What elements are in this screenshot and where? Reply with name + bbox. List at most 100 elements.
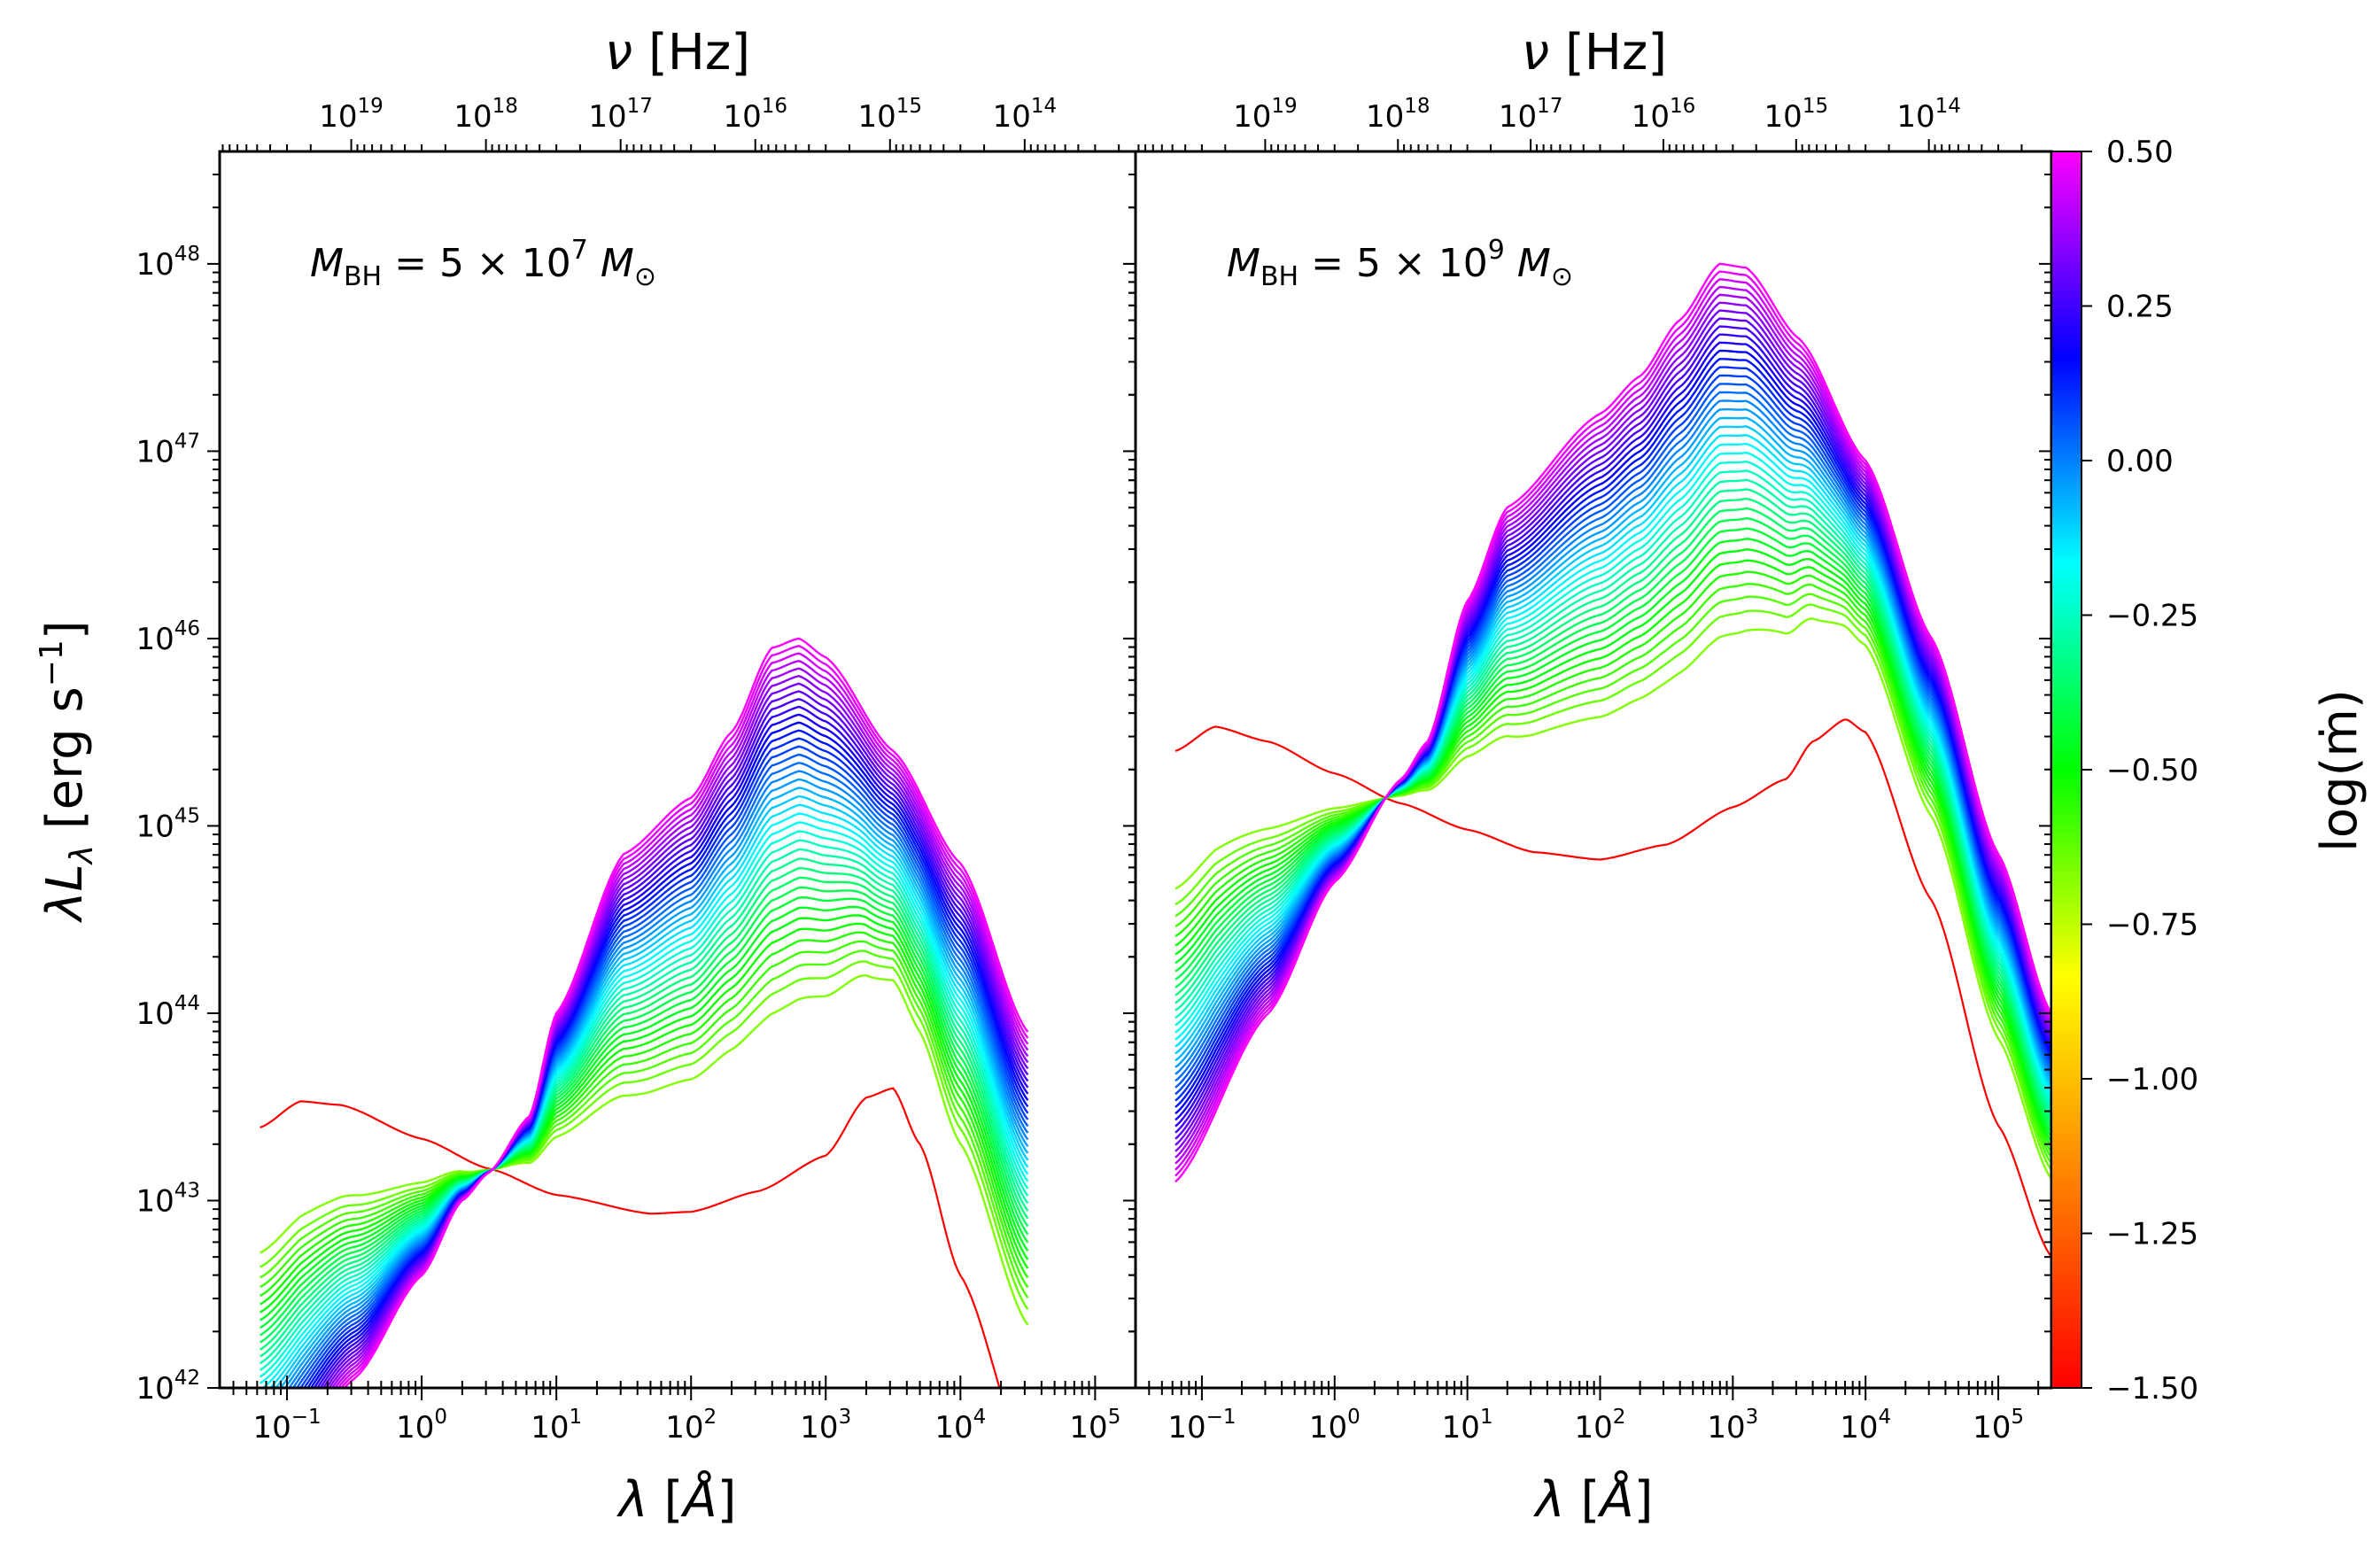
sed-curve — [274, 794, 1029, 1388]
sed-curve — [1174, 718, 2051, 1258]
y-tick-label: 1045 — [136, 804, 200, 844]
right-axis-ticks: 10−1 100 101 102 103 104 105 1019 1018 1017 1016 10… — [1123, 95, 2051, 1445]
sed-curve — [268, 803, 1029, 1388]
colorbar-tick-label: 0.25 — [2106, 290, 2174, 325]
x-tick-label: 101 — [1442, 1406, 1493, 1445]
x-tick-label: 103 — [1707, 1406, 1758, 1445]
sed-curve — [315, 705, 1029, 1388]
sed-curve — [259, 896, 1029, 1329]
colorbar-tick-label: −1.00 — [2106, 1062, 2198, 1097]
sed-curve — [259, 867, 1029, 1351]
left-axis-ticks: 10−1 100 101 102 103 104 105 1019 1018 1017 1016 10… — [136, 95, 1136, 1445]
sed-curve — [259, 905, 1029, 1321]
sed-curve — [1174, 383, 2051, 1089]
sed-curve — [1174, 548, 2051, 1143]
top-tick-label: 1016 — [723, 95, 787, 135]
colorbar-tick-label: −1.50 — [2106, 1371, 2198, 1407]
sed-curve — [1174, 358, 2051, 1108]
sed-curve — [260, 1087, 1001, 1388]
top-tick-label: 1014 — [1896, 95, 1961, 135]
colorbar-tick-label: −0.50 — [2106, 753, 2198, 788]
sed-curve — [330, 667, 1029, 1388]
sed-curve — [324, 682, 1029, 1388]
x-tick-label: 100 — [1309, 1406, 1361, 1445]
sed-curve — [333, 659, 1029, 1388]
colorbar-label: log(ṁ) — [2311, 689, 2368, 852]
top-tick-label: 1016 — [1632, 95, 1696, 135]
top-tick-label: 1018 — [1366, 95, 1430, 135]
sed-curve — [260, 949, 1029, 1298]
right-x-axis-label: λ [Å] — [1533, 1470, 1654, 1529]
colorbar-tick-label: −0.75 — [2106, 908, 2198, 943]
sed-curve — [260, 973, 1029, 1326]
right-panel: 10−1 100 101 102 103 104 105 1019 1018 1017 1016 10… — [1123, 95, 2053, 1445]
y-tick-label: 1046 — [136, 617, 200, 657]
left-top-axis-label: ν [Hz] — [605, 24, 750, 81]
sed-curve — [1174, 262, 2051, 1183]
colorbar-tick-label: 0.50 — [2106, 135, 2174, 170]
right-top-axis-label: ν [Hz] — [1522, 24, 1667, 81]
sed-curve — [1174, 407, 2051, 1079]
sed-curve — [1174, 582, 2051, 1159]
colorbar-gradient — [2051, 151, 2082, 1389]
sed-curve — [328, 675, 1029, 1388]
top-tick-label: 1019 — [319, 95, 384, 135]
x-tick-label: 102 — [1575, 1406, 1626, 1445]
sed-curve — [1174, 442, 2051, 1095]
y-tick-label: 1044 — [136, 992, 200, 1032]
sed-curve — [259, 857, 1029, 1358]
colorbar: 0.50 0.25 0.00 −0.25 −0.50 −0.75 −1.00 −1.25 −1.… — [2051, 135, 2368, 1407]
x-tick-label: 10−1 — [252, 1406, 321, 1445]
sed-curve — [1174, 617, 2051, 1180]
right-annotation: MBH = 5 × 109 M⊙ — [1227, 235, 1573, 292]
sed-curve — [1174, 527, 2051, 1133]
top-tick-label: 1014 — [993, 95, 1058, 135]
y-tick-label: 1047 — [136, 430, 200, 469]
top-tick-label: 1017 — [588, 95, 653, 135]
sed-curve — [259, 914, 1029, 1314]
sed-curve — [1174, 391, 2051, 1082]
sed-curve — [260, 940, 1029, 1289]
top-tick-label: 1015 — [858, 95, 923, 135]
sed-curve — [1174, 349, 2051, 1115]
sed-curve — [259, 848, 1029, 1365]
sed-curve — [259, 839, 1029, 1371]
x-tick-label: 10−1 — [1167, 1406, 1236, 1445]
x-tick-label: 104 — [934, 1406, 986, 1445]
sed-curve — [1174, 507, 2051, 1124]
sed-curve — [259, 876, 1029, 1344]
sed-curve — [1174, 497, 2051, 1120]
sed-curve — [1174, 416, 2051, 1083]
top-tick-label: 1018 — [454, 95, 518, 135]
y-tick-label: 1048 — [136, 243, 200, 283]
top-tick-label: 1019 — [1233, 95, 1298, 135]
sed-curve — [1174, 399, 2051, 1075]
sed-curve — [1174, 366, 2051, 1102]
sed-curve — [1174, 516, 2051, 1128]
sed-curve — [1174, 538, 2051, 1138]
sed-curve — [1174, 478, 2051, 1111]
y-axis-label: λLλ [erg s−1] — [34, 620, 100, 923]
left-panel: 10−1 100 101 102 103 104 105 1019 1018 1017 1016 10… — [136, 95, 1137, 1445]
y-tick-label: 1042 — [136, 1367, 200, 1407]
sed-curve — [291, 762, 1029, 1388]
sed-curve — [306, 729, 1029, 1388]
sed-curve — [298, 745, 1029, 1388]
sed-curve — [303, 737, 1029, 1388]
y-tick-label: 1043 — [136, 1179, 200, 1219]
colorbar-tick-label: 0.00 — [2106, 444, 2174, 479]
sed-curve — [260, 812, 1029, 1388]
sed-curve — [259, 931, 1029, 1298]
sed-curve — [295, 753, 1029, 1388]
sed-curve — [259, 830, 1029, 1378]
sed-curve — [259, 886, 1029, 1337]
sed-curve — [1174, 559, 2051, 1148]
x-tick-label: 104 — [1840, 1406, 1891, 1445]
x-tick-label: 100 — [396, 1406, 447, 1445]
sed-curve — [288, 770, 1029, 1388]
sed-curve — [319, 698, 1029, 1388]
sed-curve — [343, 637, 1029, 1388]
colorbar-tick-label: −0.25 — [2106, 599, 2198, 634]
sed-curve — [283, 778, 1029, 1388]
colorbar-ticks: 0.50 0.25 0.00 −0.25 −0.50 −0.75 −1.00 −1.25 −1.… — [2082, 135, 2198, 1407]
